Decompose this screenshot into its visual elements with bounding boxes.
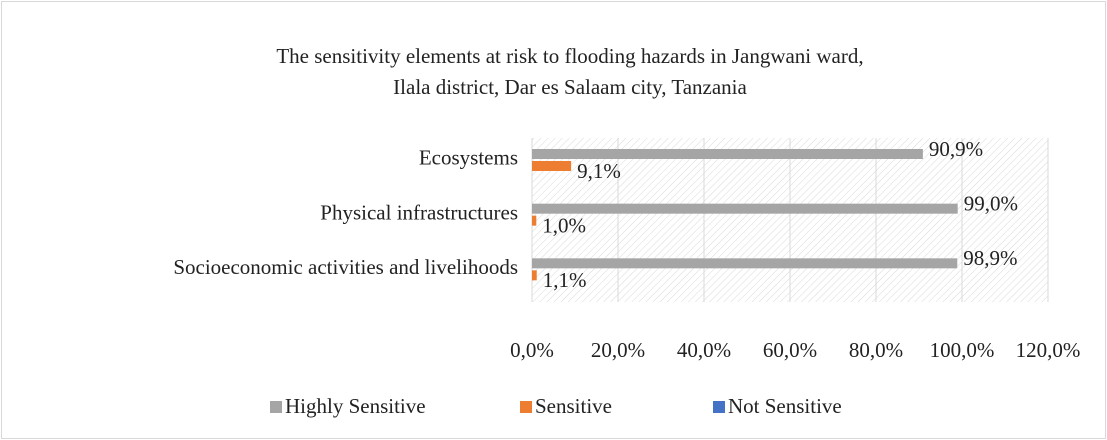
x-tick-label: 120,0% <box>1016 338 1081 362</box>
x-tick-label: 0,0% <box>510 338 554 362</box>
y-tick-label: Ecosystems <box>419 146 518 170</box>
y-tick-label: Socioeconomic activities and livelihoods <box>173 255 518 279</box>
data-label: 9,1% <box>577 159 621 183</box>
y-tick-label: Physical infrastructures <box>320 200 518 224</box>
data-label: 1,1% <box>543 268 587 292</box>
legend-label: Highly Sensitive <box>285 394 426 418</box>
data-label: 99,0% <box>964 191 1018 215</box>
x-tick-label: 80,0% <box>849 338 903 362</box>
x-tick-label: 40,0% <box>677 338 731 362</box>
x-tick-label: 60,0% <box>763 338 817 362</box>
legend-swatch <box>520 401 532 413</box>
bar <box>532 270 537 281</box>
chart-title: The sensitivity elements at risk to floo… <box>276 44 863 68</box>
legend-swatch <box>713 401 725 413</box>
legend-label: Sensitive <box>535 394 612 418</box>
data-label: 98,9% <box>963 246 1017 270</box>
data-label: 90,9% <box>929 137 983 161</box>
bar <box>532 215 537 226</box>
legend-swatch <box>270 401 282 413</box>
data-label: 1,0% <box>542 213 586 237</box>
bar <box>532 203 958 214</box>
x-tick-label: 100,0% <box>930 338 995 362</box>
bar <box>532 161 572 171</box>
bar <box>532 258 958 269</box>
chart-title: Ilala district, Dar es Salaam city, Tanz… <box>393 75 747 99</box>
legend-label: Not Sensitive <box>728 394 842 418</box>
x-tick-label: 20,0% <box>591 338 645 362</box>
bar <box>532 149 923 159</box>
